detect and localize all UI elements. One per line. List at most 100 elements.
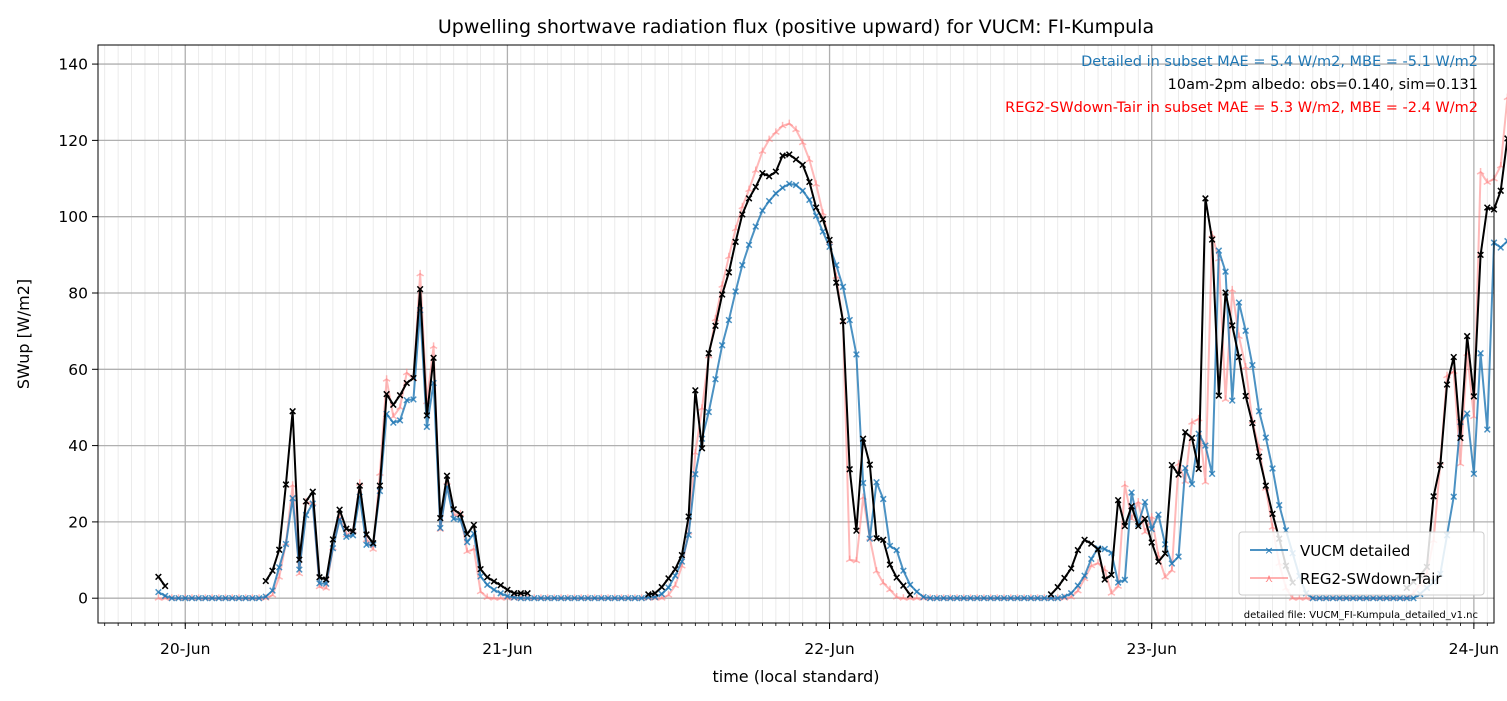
observed-point — [759, 169, 766, 177]
series-point-vucm — [1309, 594, 1317, 602]
series-point-vucm — [1215, 247, 1223, 254]
series-point-reg2 — [154, 594, 163, 601]
chart-title: Upwelling shortwave radiation flux (posi… — [438, 16, 1154, 38]
series-point-reg2 — [758, 147, 767, 155]
series-point-vucm — [1228, 397, 1236, 404]
series-point-reg2 — [1483, 178, 1492, 185]
series-point-reg2 — [1221, 395, 1230, 403]
observed-point — [1061, 574, 1068, 582]
series-point-vucm — [1175, 553, 1182, 560]
observed-point — [893, 574, 901, 581]
observed-point — [269, 567, 276, 575]
series-point-vucm — [1450, 493, 1458, 501]
observed-point — [1477, 251, 1484, 259]
series-point-vucm — [410, 396, 417, 403]
series-point-vucm — [900, 567, 907, 575]
observed-point — [1148, 539, 1156, 546]
series-point-vucm — [1369, 594, 1377, 602]
series-point-reg2 — [805, 155, 814, 163]
series-point-vucm — [987, 594, 994, 602]
observed-point — [779, 152, 786, 159]
legend-box — [1238, 531, 1485, 596]
series-point-vucm — [839, 283, 847, 291]
series-point-vucm — [1014, 594, 1021, 602]
series-point-vucm — [631, 594, 639, 602]
series-point-vucm — [1322, 594, 1330, 602]
series-point-reg2 — [1476, 168, 1485, 175]
series-point-vucm — [1074, 582, 1082, 589]
series-point-vucm — [725, 316, 733, 324]
series-point-reg2 — [1201, 478, 1210, 485]
legend-marker-reg2: ⋏ — [1265, 572, 1273, 585]
axes: 20-Jun 21-Jun 22-Jun 23-Jun 24-Jun 0 20 40 60 80 1… — [58, 56, 1499, 658]
series-point-vucm — [873, 478, 880, 486]
observed-point — [900, 582, 907, 589]
series-point-vucm — [275, 563, 283, 571]
series-point-reg2 — [1167, 566, 1176, 574]
series-point-reg2 — [899, 594, 908, 601]
observed-point — [738, 211, 746, 218]
series-point-vucm — [893, 546, 901, 554]
series-point-vucm — [369, 541, 377, 549]
observed-point — [477, 565, 484, 573]
observed-point — [1242, 392, 1250, 400]
observed-point — [718, 291, 726, 298]
series-point-vucm — [215, 594, 223, 602]
legend-label-reg2: REG2-SWdown-Tair — [1300, 570, 1442, 588]
series-point-reg2 — [476, 587, 485, 595]
series-point-vucm — [1155, 511, 1162, 518]
observed-point — [155, 573, 162, 581]
series-point-vucm — [1168, 560, 1176, 567]
observed-point — [853, 527, 860, 535]
observed-point — [342, 525, 350, 533]
annotation-reg2-stats: REG2-SWdown-Tair in subset MAE = 5.3 W/m… — [1005, 100, 1478, 116]
series-point-vucm — [960, 594, 968, 602]
series-point-vucm — [537, 594, 545, 602]
series-point-vucm — [222, 594, 229, 602]
series-point-vucm — [1181, 464, 1189, 472]
series-point-vucm — [940, 594, 947, 602]
series-point-vucm — [1356, 594, 1364, 602]
series-point-vucm — [477, 573, 484, 580]
observed-point — [685, 513, 692, 520]
series-point-vucm — [1141, 498, 1149, 506]
series-point-vucm — [155, 588, 162, 596]
observed-point — [329, 536, 337, 543]
observed-point — [1249, 419, 1256, 427]
y-tick-label: 140 — [58, 56, 88, 74]
observed-point — [812, 204, 820, 211]
series-point-vucm — [1410, 594, 1417, 602]
series-point-vucm — [705, 408, 713, 416]
observed-point — [336, 506, 343, 514]
series-point-vucm — [671, 572, 679, 580]
observed-point — [1121, 522, 1129, 530]
series-point-vucm — [269, 587, 276, 594]
y-tick-label: 120 — [58, 132, 88, 150]
x-tick-label: 24-Jun — [1449, 640, 1499, 658]
observed-point — [1181, 428, 1189, 436]
observed-point — [161, 582, 169, 590]
series-point-vucm — [853, 351, 860, 358]
series-point-reg2 — [886, 585, 894, 593]
observed-point — [906, 591, 914, 599]
series-point-reg2 — [463, 547, 472, 555]
series-point-vucm — [530, 594, 538, 602]
observed-point — [1436, 461, 1444, 469]
series-point-reg2 — [1141, 528, 1149, 535]
series-point-reg2 — [812, 180, 821, 187]
observed-point — [510, 589, 518, 597]
series-point-reg2 — [1241, 363, 1250, 370]
series-point-vucm — [255, 594, 263, 602]
observed-point — [745, 195, 753, 202]
observed-point — [423, 412, 431, 419]
series-point-vucm — [1020, 594, 1028, 602]
series-point-vucm — [618, 594, 625, 602]
y-tick-label: 100 — [58, 208, 88, 226]
series-point-vucm — [195, 594, 203, 602]
observed-point — [839, 317, 847, 325]
series-point-vucm — [785, 180, 793, 188]
series-point-vucm — [779, 184, 786, 192]
observed-point — [1235, 353, 1243, 361]
observed-point — [1215, 392, 1223, 399]
observed-point — [645, 591, 652, 598]
